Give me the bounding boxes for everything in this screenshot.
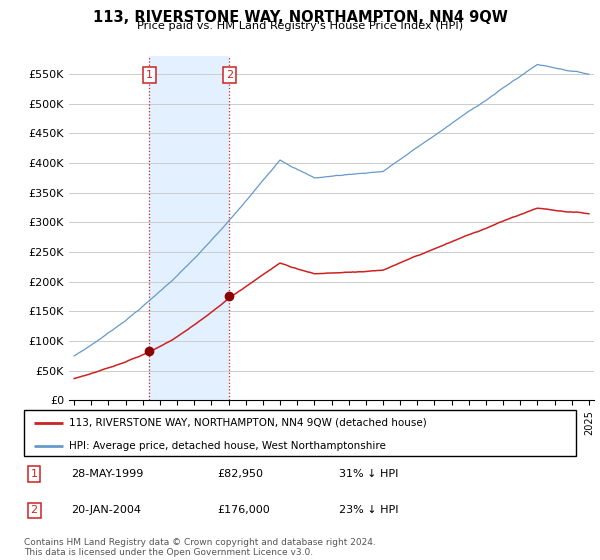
Text: Contains HM Land Registry data © Crown copyright and database right 2024.
This d: Contains HM Land Registry data © Crown c… [24,538,376,557]
Text: 2: 2 [31,506,38,515]
Text: £176,000: £176,000 [217,506,270,515]
Text: 23% ↓ HPI: 23% ↓ HPI [338,506,398,515]
Text: 20-JAN-2004: 20-JAN-2004 [71,506,141,515]
Text: 31% ↓ HPI: 31% ↓ HPI [338,469,398,479]
Text: 2: 2 [226,70,233,80]
Text: 28-MAY-1999: 28-MAY-1999 [71,469,143,479]
Bar [149,56,229,400]
Text: 1: 1 [31,469,38,479]
Text: Price paid vs. HM Land Registry's House Price Index (HPI): Price paid vs. HM Land Registry's House … [137,21,463,31]
Text: 113, RIVERSTONE WAY, NORTHAMPTON, NN4 9QW (detached house): 113, RIVERSTONE WAY, NORTHAMPTON, NN4 9Q… [69,418,427,428]
Text: 113, RIVERSTONE WAY, NORTHAMPTON, NN4 9QW: 113, RIVERSTONE WAY, NORTHAMPTON, NN4 9Q… [92,10,508,25]
Text: HPI: Average price, detached house, West Northamptonshire: HPI: Average price, detached house, West… [69,441,386,451]
Text: £82,950: £82,950 [217,469,263,479]
Text: 1: 1 [146,70,153,80]
